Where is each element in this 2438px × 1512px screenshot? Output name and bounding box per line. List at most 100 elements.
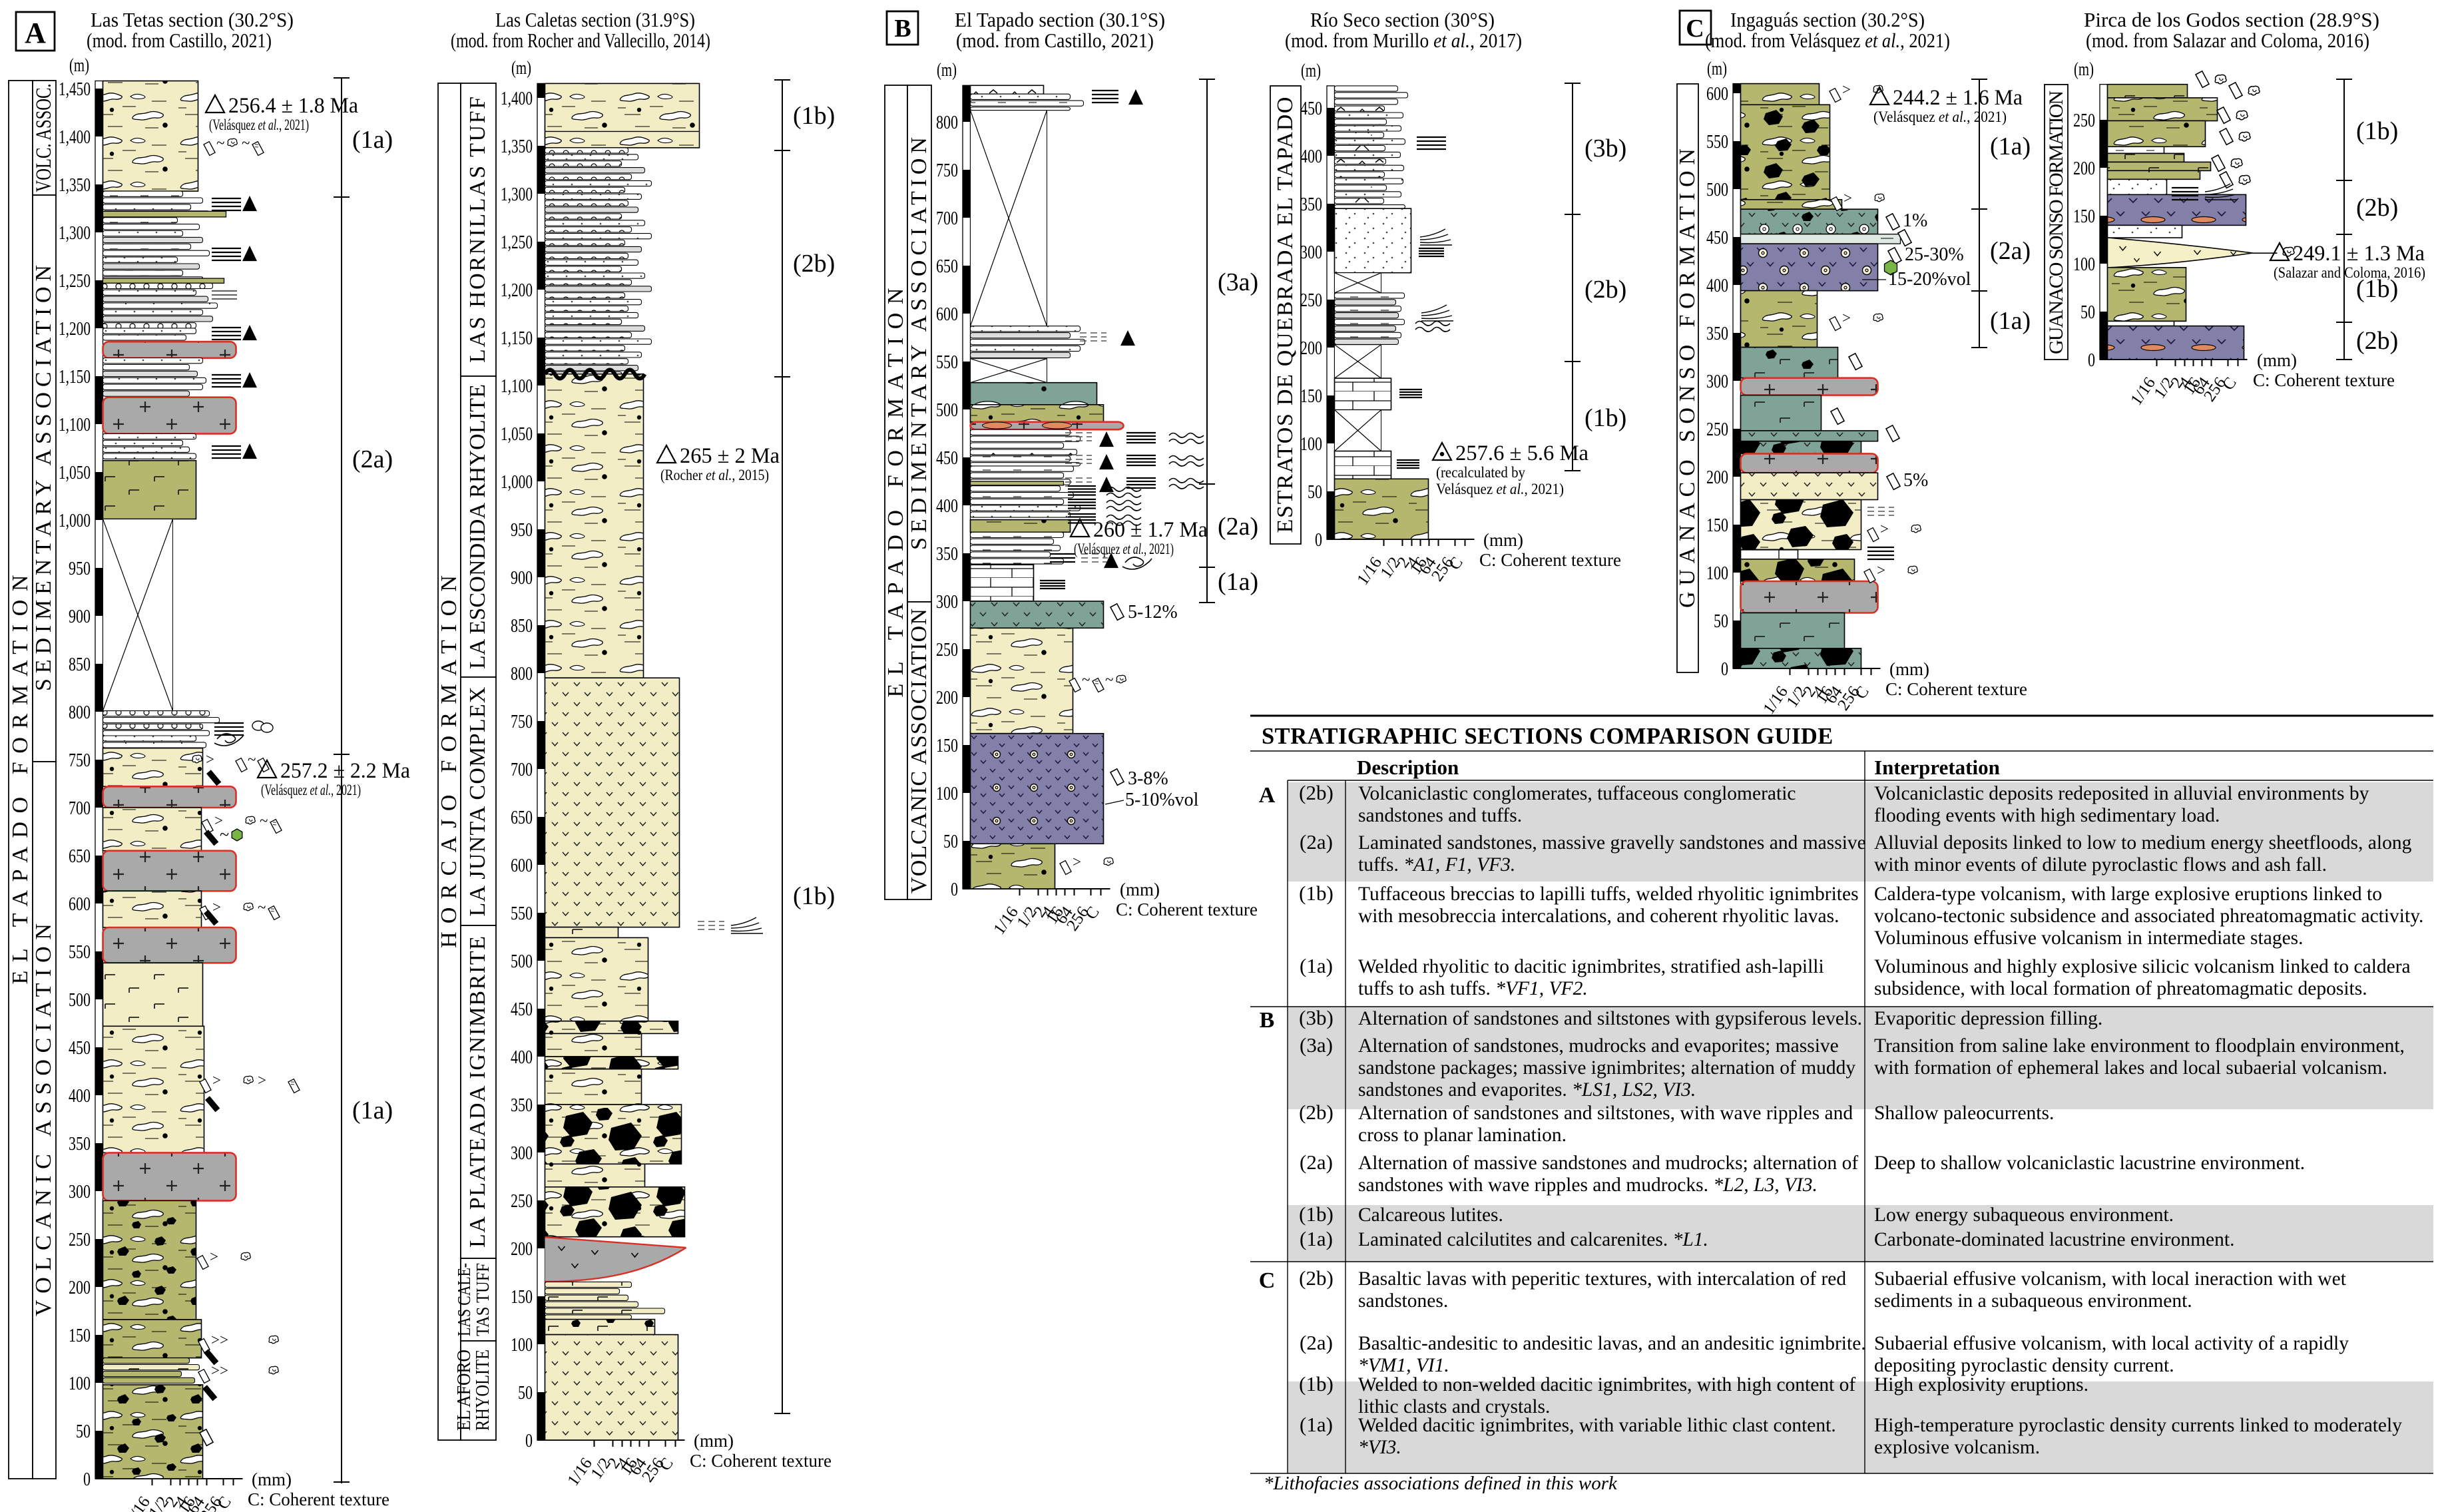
svg-text:100: 100 — [69, 1373, 91, 1394]
svg-text:600: 600 — [69, 893, 91, 915]
svg-text:(1a): (1a) — [1990, 307, 2031, 335]
svg-text:350: 350 — [1300, 194, 1322, 215]
svg-text:flooding events with high sedi: flooding events with high sedimentary lo… — [1874, 805, 2220, 826]
svg-text:ESTRATOS DE QUEBRADA EL TAPADO: ESTRATOS DE QUEBRADA EL TAPADO — [1273, 97, 1298, 533]
svg-text:150: 150 — [511, 1286, 533, 1308]
svg-text:500: 500 — [1706, 179, 1728, 200]
svg-text:256.4 ± 1.8 Ma: 256.4 ± 1.8 Ma — [228, 94, 358, 118]
svg-text:(mm): (mm) — [1889, 659, 1929, 679]
svg-text:TAS TUFF: TAS TUFF — [473, 1263, 493, 1336]
svg-text:tuffs to ash tuffs. *VF1, VF2.: tuffs to ash tuffs. *VF1, VF2. — [1358, 978, 1588, 999]
svg-text:1,050: 1,050 — [59, 462, 91, 483]
svg-text:>: > — [214, 812, 223, 829]
svg-text:Río Seco section (30°S): Río Seco section (30°S) — [1310, 8, 1495, 31]
svg-text:Alluvial deposits linked to lo: Alluvial deposits linked to low to mediu… — [1874, 832, 2412, 854]
svg-text:C: C — [1686, 15, 1704, 43]
svg-text:Velásquez et al., 2021): Velásquez et al., 2021) — [1436, 481, 1564, 497]
svg-text:1,300: 1,300 — [501, 184, 533, 205]
svg-text:(1a): (1a) — [1300, 1413, 1333, 1436]
svg-text:(3a): (3a) — [1218, 268, 1258, 296]
svg-text:250: 250 — [936, 639, 958, 660]
svg-text:sandstones and tuffs.: sandstones and tuffs. — [1358, 805, 1522, 826]
svg-text:>: > — [212, 899, 221, 915]
svg-text:*VI3.: *VI3. — [1358, 1437, 1401, 1458]
svg-text:300: 300 — [1706, 371, 1728, 392]
svg-text:300: 300 — [1300, 242, 1322, 263]
svg-text:LA ESCONDIDA RHYOLITE: LA ESCONDIDA RHYOLITE — [465, 384, 490, 669]
svg-text:1,400: 1,400 — [59, 126, 91, 148]
svg-text:sandstone packages; massive ig: sandstone packages; massive ignimbrites;… — [1358, 1057, 1855, 1079]
svg-text:HORCAJO FORMATION: HORCAJO FORMATION — [437, 575, 461, 948]
svg-text:(m): (m) — [1301, 61, 1321, 81]
svg-text:550: 550 — [936, 352, 958, 373]
svg-text:~: ~ — [258, 899, 266, 915]
svg-text:(2a): (2a) — [352, 445, 393, 473]
svg-text:LA JUNTA COMPLEX: LA JUNTA COMPLEX — [465, 687, 490, 917]
svg-text:A: A — [25, 17, 46, 49]
svg-text:(2b): (2b) — [1299, 1266, 1334, 1290]
svg-text:(m): (m) — [511, 58, 531, 79]
svg-text:C: Coherent texture: C: Coherent texture — [1116, 899, 1258, 919]
svg-text:(Velásquez et al., 2021): (Velásquez et al., 2021) — [1074, 541, 1174, 557]
svg-text:Voluminous effusive volcanism: Voluminous effusive volcanism in interme… — [1874, 927, 2304, 949]
svg-text:150: 150 — [1300, 385, 1322, 407]
svg-text:(1b): (1b) — [2356, 275, 2398, 303]
svg-text:200: 200 — [936, 687, 958, 708]
svg-text:(mod. from Castillo, 2021): (mod. from Castillo, 2021) — [87, 29, 272, 52]
svg-text:(2b): (2b) — [2356, 194, 2398, 222]
svg-text:250: 250 — [69, 1229, 91, 1250]
svg-text:Interpretation: Interpretation — [1874, 756, 2000, 779]
svg-text:Caldera-type volcanism, with l: Caldera-type volcanism, with large explo… — [1874, 883, 2382, 905]
svg-text:(Velásquez et al., 2021): (Velásquez et al., 2021) — [261, 782, 361, 798]
svg-text:1,100: 1,100 — [59, 414, 91, 435]
svg-text:with mesobreccia intercalation: with mesobreccia intercalations, and coh… — [1358, 905, 1839, 927]
svg-text:100: 100 — [1706, 563, 1728, 584]
svg-text:~: ~ — [1082, 671, 1090, 688]
svg-text:Transition from saline lake en: Transition from saline lake environment … — [1874, 1035, 2405, 1057]
svg-text:Welded dacitic ignimbrites, wi: Welded dacitic ignimbrites, with variabl… — [1358, 1415, 1836, 1436]
svg-text:(2b): (2b) — [793, 250, 835, 278]
svg-text:explosive volcanism.: explosive volcanism. — [1874, 1437, 2040, 1458]
svg-text:Subaerial effusive volcanism,: Subaerial effusive volcanism, with local… — [1874, 1268, 2347, 1290]
svg-text:1,050: 1,050 — [501, 423, 533, 445]
svg-text:sandstones with wave ripples a: sandstones with wave ripples and mudrock… — [1358, 1174, 1818, 1196]
svg-text:5-12%: 5-12% — [1128, 602, 1178, 623]
svg-text:STRATIGRAPHIC SECTIONS COMPARI: STRATIGRAPHIC SECTIONS COMPARISON GUIDE — [1262, 724, 1833, 749]
svg-text:C: Coherent texture: C: Coherent texture — [2253, 370, 2395, 390]
svg-text:~: ~ — [260, 812, 268, 829]
svg-text:>: > — [206, 751, 214, 768]
svg-text:(Velásquez et al., 2021): (Velásquez et al., 2021) — [209, 117, 309, 133]
svg-text:1,000: 1,000 — [59, 510, 91, 531]
svg-text:600: 600 — [1706, 83, 1728, 105]
svg-text:depositing pyroclastic density: depositing pyroclastic density current. — [1874, 1355, 2174, 1376]
svg-text:(2b): (2b) — [1585, 276, 1626, 304]
svg-text:>: > — [1843, 190, 1852, 206]
svg-text:400: 400 — [511, 1047, 533, 1068]
svg-text:Tuffaceous breccias to lapilli: Tuffaceous breccias to lapilli tuffs, we… — [1358, 883, 1859, 905]
svg-text:1,300: 1,300 — [59, 222, 91, 244]
svg-text:Las Caletas section (31.9°S): Las Caletas section (31.9°S) — [495, 8, 695, 31]
svg-text:(m): (m) — [69, 55, 89, 76]
svg-text:Alternation of sandstones, mud: Alternation of sandstones, mudrocks and … — [1358, 1035, 1839, 1057]
svg-text:600: 600 — [936, 304, 958, 325]
svg-text:600: 600 — [511, 855, 533, 876]
svg-text:Laminated sandstones, massive: Laminated sandstones, massive gravelly s… — [1358, 832, 1866, 854]
svg-text:Low energy subaqueous environm: Low energy subaqueous environment. — [1874, 1204, 2174, 1226]
svg-text:sandstones.: sandstones. — [1358, 1290, 1448, 1312]
svg-text:850: 850 — [69, 654, 91, 675]
svg-text:1,450: 1,450 — [59, 79, 91, 100]
svg-text:1,250: 1,250 — [59, 270, 91, 292]
svg-text:(1b): (1b) — [793, 102, 835, 130]
svg-text:244.2 ± 1.6 Ma: 244.2 ± 1.6 Ma — [1893, 86, 2023, 110]
svg-text:750: 750 — [511, 711, 533, 732]
svg-text:1,400: 1,400 — [501, 88, 533, 109]
svg-text:(1b): (1b) — [1299, 1372, 1334, 1395]
svg-text:0: 0 — [951, 879, 958, 900]
svg-text:750: 750 — [69, 750, 91, 771]
svg-text:>: > — [210, 1248, 218, 1265]
svg-text:(1b): (1b) — [793, 882, 835, 910]
svg-text:(1a): (1a) — [1218, 568, 1258, 596]
svg-text:450: 450 — [936, 447, 958, 469]
svg-text:1,150: 1,150 — [59, 366, 91, 387]
svg-text:>: > — [1842, 81, 1851, 98]
